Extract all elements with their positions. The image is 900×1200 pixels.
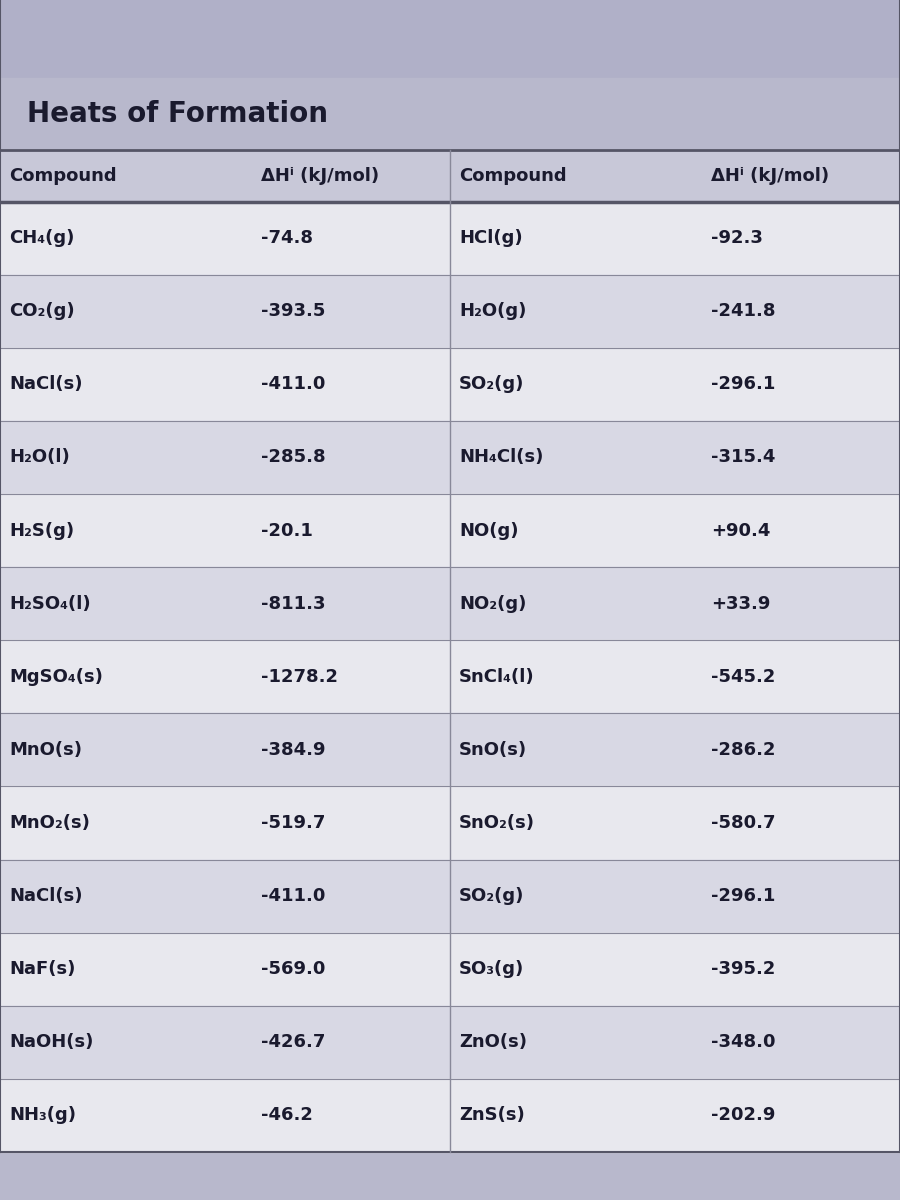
- Bar: [0, 202, 900, 275]
- Text: CH₄(g): CH₄(g): [9, 229, 75, 247]
- Bar: [0, 275, 900, 348]
- Text: -426.7: -426.7: [261, 1033, 326, 1051]
- Text: NO(g): NO(g): [459, 522, 518, 540]
- Text: H₂O(l): H₂O(l): [9, 449, 70, 467]
- Text: -348.0: -348.0: [711, 1033, 776, 1051]
- Text: -811.3: -811.3: [261, 595, 326, 613]
- Text: -92.3: -92.3: [711, 229, 763, 247]
- Text: SnCl₄(l): SnCl₄(l): [459, 667, 535, 686]
- Text: -395.2: -395.2: [711, 960, 776, 978]
- Text: SO₂(g): SO₂(g): [459, 376, 525, 394]
- Text: NaCl(s): NaCl(s): [9, 376, 83, 394]
- Text: -20.1: -20.1: [261, 522, 313, 540]
- Text: NH₄Cl(s): NH₄Cl(s): [459, 449, 544, 467]
- Text: -202.9: -202.9: [711, 1106, 776, 1124]
- Text: H₂SO₄(l): H₂SO₄(l): [9, 595, 91, 613]
- Text: -545.2: -545.2: [711, 667, 776, 686]
- Text: -580.7: -580.7: [711, 814, 776, 832]
- Text: -1278.2: -1278.2: [261, 667, 338, 686]
- Text: -411.0: -411.0: [261, 887, 326, 905]
- Text: H₂O(g): H₂O(g): [459, 302, 526, 320]
- Text: -519.7: -519.7: [261, 814, 326, 832]
- Text: -315.4: -315.4: [711, 449, 776, 467]
- Bar: [0, 78, 900, 150]
- Text: -384.9: -384.9: [261, 740, 326, 758]
- Text: SO₂(g): SO₂(g): [459, 887, 525, 905]
- Bar: [0, 1006, 900, 1079]
- Bar: [0, 786, 900, 859]
- Bar: [0, 1079, 900, 1152]
- Text: -411.0: -411.0: [261, 376, 326, 394]
- Text: Heats of Formation: Heats of Formation: [27, 100, 328, 128]
- Text: -241.8: -241.8: [711, 302, 776, 320]
- Bar: [0, 568, 900, 641]
- Text: -296.1: -296.1: [711, 376, 776, 394]
- Text: +33.9: +33.9: [711, 595, 770, 613]
- Bar: [0, 494, 900, 568]
- Bar: [0, 859, 900, 932]
- Bar: [0, 932, 900, 1006]
- Text: NaF(s): NaF(s): [9, 960, 76, 978]
- Text: -393.5: -393.5: [261, 302, 326, 320]
- Text: ΔHⁱ (kJ/mol): ΔHⁱ (kJ/mol): [711, 167, 829, 185]
- Text: -296.1: -296.1: [711, 887, 776, 905]
- Text: ZnS(s): ZnS(s): [459, 1106, 525, 1124]
- Text: -286.2: -286.2: [711, 740, 776, 758]
- Text: -285.8: -285.8: [261, 449, 326, 467]
- Text: -74.8: -74.8: [261, 229, 313, 247]
- Text: NO₂(g): NO₂(g): [459, 595, 526, 613]
- Bar: [0, 0, 900, 78]
- Bar: [0, 713, 900, 786]
- Text: Compound: Compound: [459, 167, 567, 185]
- Text: Compound: Compound: [9, 167, 117, 185]
- Text: -46.2: -46.2: [261, 1106, 313, 1124]
- Text: ZnO(s): ZnO(s): [459, 1033, 527, 1051]
- Text: ΔHⁱ (kJ/mol): ΔHⁱ (kJ/mol): [261, 167, 379, 185]
- Text: NaCl(s): NaCl(s): [9, 887, 83, 905]
- Bar: [0, 421, 900, 494]
- Text: SnO₂(s): SnO₂(s): [459, 814, 535, 832]
- Text: HCl(g): HCl(g): [459, 229, 523, 247]
- Text: -569.0: -569.0: [261, 960, 326, 978]
- Text: CO₂(g): CO₂(g): [9, 302, 75, 320]
- Text: MnO(s): MnO(s): [9, 740, 82, 758]
- Text: MgSO₄(s): MgSO₄(s): [9, 667, 103, 686]
- Bar: [0, 150, 900, 202]
- Bar: [0, 641, 900, 713]
- Text: SO₃(g): SO₃(g): [459, 960, 524, 978]
- Text: MnO₂(s): MnO₂(s): [9, 814, 90, 832]
- Text: +90.4: +90.4: [711, 522, 770, 540]
- Text: NaOH(s): NaOH(s): [9, 1033, 94, 1051]
- Text: SnO(s): SnO(s): [459, 740, 527, 758]
- Bar: [0, 348, 900, 421]
- Text: NH₃(g): NH₃(g): [9, 1106, 76, 1124]
- Text: H₂S(g): H₂S(g): [9, 522, 74, 540]
